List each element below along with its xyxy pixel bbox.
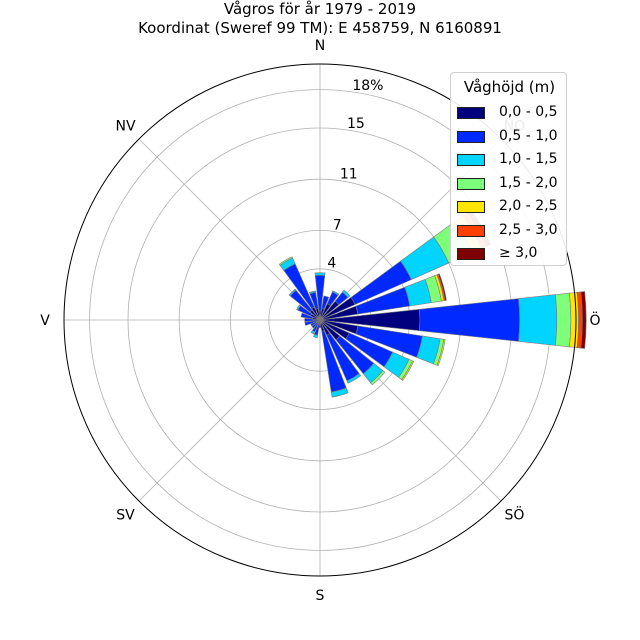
rose-bar-segment [304,318,314,322]
rose-bar-segment [314,272,326,276]
rose-bar-segment [580,291,587,349]
legend-label: ≥ 3,0 [499,245,538,261]
rose-bar-segment [296,304,301,311]
legend-label: 1,0 - 1,5 [499,151,558,167]
legend-swatch [457,248,485,260]
legend-item: 1,0 - 1,5 [457,151,565,170]
polar-frame [63,63,577,577]
rose-bar-segment [304,320,316,326]
direction-label: SV [116,507,135,523]
rose-bar-segment [346,373,362,384]
direction-label: N [315,38,325,54]
rose-bar-segment [436,338,446,367]
legend-swatch [457,177,485,190]
rose-bar-segment [418,298,520,342]
rose-bar-segment [310,329,316,335]
chart-title: Vågros för år 1979 - 2019 [223,0,417,18]
radial-tick-label: 15 [347,116,365,132]
rose-bar-segment [330,387,349,398]
legend-label: 2,0 - 2,5 [499,198,558,214]
rose-bar-segment [370,370,386,386]
rose-bar-segment [332,290,340,296]
chart-subtitle: Koordinat (Sweref 99 TM): E 458759, N 61… [138,19,502,37]
angular-gridline [138,319,321,502]
legend-title: Våghöjd (m) [463,78,556,96]
radial-tick-label: 7 [333,217,342,233]
rose-bar-segment [555,292,572,348]
legend-item: 0,5 - 1,0 [457,127,565,147]
legend-item: 2,5 - 3,0 [457,221,565,241]
radial-tick-label: 4 [327,255,336,271]
direction-label: NV [116,119,136,135]
rose-bar-segment [321,295,330,310]
legend-item: 2,0 - 2,5 [457,198,565,217]
legend-label: 0,5 - 1,0 [499,127,558,144]
rose-bar-segment [318,319,322,328]
legend-item: ≥ 3,0 [457,245,565,264]
legend-swatch [457,154,485,166]
rose-bar-segment [518,294,558,346]
rose-bar-segment [311,321,319,329]
rose-bar-segment [342,289,351,298]
legend-item: 0,0 - 0,5 [457,104,565,123]
legend: Våghöjd (m) 0,0 - 0,5 0,5 - 1,0 1,0 - 1,5 1… [450,72,567,266]
legend-label: 2,5 - 3,0 [499,221,558,238]
legend-swatch [457,201,485,213]
legend-label: 1,5 - 2,0 [499,174,558,191]
rose-bar-segment [437,273,447,301]
legend-swatch [457,224,485,237]
legend-swatch [457,130,485,143]
rose-bar-segment [569,291,579,349]
legend-item: 1,5 - 2,0 [457,174,565,194]
rose-bar-segment [278,256,293,266]
rose-bar-segment [313,333,318,339]
radial-tick-label: 11 [340,167,358,183]
legend-swatch [457,107,485,119]
rose-bar-segment [300,312,314,320]
direction-label: Ö [589,311,600,329]
direction-label: SÖ [505,505,525,523]
angular-gridline [138,138,321,321]
rose-bar-segment [401,360,415,381]
rose-bar-segment [288,288,297,297]
rose-bar-segment [308,290,317,295]
direction-label: S [316,588,325,604]
rose-bar-segment [310,321,318,327]
radial-tick-label: 18% [352,78,383,94]
legend-label: 0,0 - 0,5 [499,104,558,120]
direction-label: V [40,313,50,329]
